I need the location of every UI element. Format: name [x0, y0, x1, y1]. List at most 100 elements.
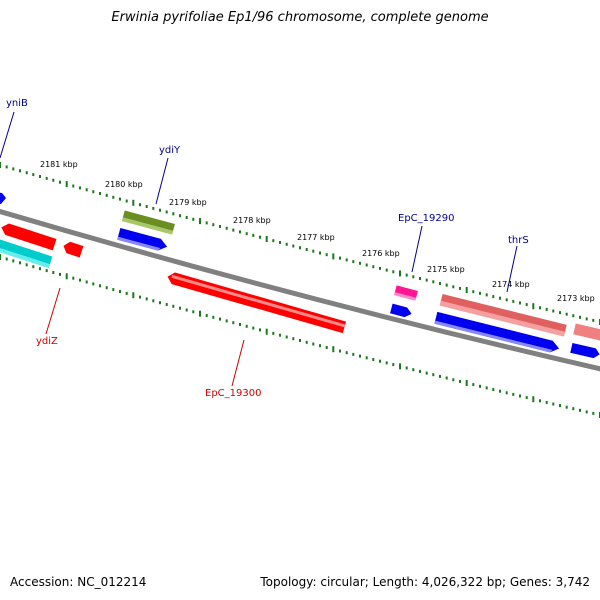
inner-minor-tick	[105, 286, 108, 290]
gene-label-ydiy: ydiY	[159, 145, 181, 156]
gene-blue-forward-2[interactable]	[390, 303, 413, 319]
outer-minor-tick	[179, 214, 181, 218]
outer-minor-tick	[192, 217, 195, 221]
outer-minor-tick	[272, 239, 275, 243]
outer-minor-tick	[205, 221, 208, 225]
outer-minor-tick	[145, 205, 148, 208]
inner-major-tick	[265, 328, 268, 335]
gene-epc19290-arrow[interactable]	[394, 285, 418, 301]
inner-minor-tick	[392, 363, 395, 367]
gene-blue-forward-3[interactable]	[434, 311, 560, 354]
gene-salmon-forward-2[interactable]	[573, 323, 600, 342]
gene-ynib-arrow[interactable]	[0, 192, 6, 204]
inner-minor-tick	[345, 351, 348, 355]
inner-minor-tick	[139, 295, 141, 299]
outer-minor-tick	[359, 261, 361, 265]
inner-minor-tick	[152, 299, 155, 303]
ruler-label-2173: 2173 kbp	[557, 294, 595, 303]
outer-minor-tick	[245, 232, 248, 236]
inner-minor-tick	[145, 297, 148, 301]
inner-minor-tick	[272, 331, 275, 335]
outer-minor-tick	[312, 249, 315, 253]
inner-minor-tick	[185, 308, 188, 312]
ruler-label-2181: 2181 kbp	[40, 160, 78, 169]
inner-minor-tick	[572, 407, 575, 411]
inner-minor-tick	[519, 394, 521, 398]
outer-minor-tick	[59, 180, 61, 184]
outer-minor-tick	[32, 173, 35, 177]
ruler-label-2179: 2179 kbp	[169, 198, 207, 207]
epc19300-leader	[231, 339, 245, 387]
outer-minor-tick	[279, 241, 281, 244]
outer-minor-tick	[405, 273, 408, 277]
gene-label-thrs: thrS	[508, 235, 529, 246]
ruler-label-2178: 2178 kbp	[233, 216, 271, 225]
outer-minor-tick	[572, 314, 575, 318]
inner-minor-tick	[579, 408, 581, 412]
map-title: Erwinia pyrifoliae Ep1/96 chromosome, co…	[111, 10, 489, 25]
inner-major-tick	[332, 346, 335, 353]
inner-minor-tick	[39, 267, 41, 271]
inner-minor-tick	[512, 392, 515, 396]
outer-minor-tick	[259, 235, 261, 239]
gene-ydiy-arrow[interactable]	[121, 210, 175, 235]
inner-minor-tick	[545, 400, 548, 404]
accession-label: Accession: NC_012214	[10, 575, 147, 589]
outer-major-tick	[465, 287, 468, 293]
outer-minor-tick	[519, 301, 521, 305]
inner-minor-tick	[279, 333, 281, 337]
outer-minor-tick	[592, 318, 595, 322]
outer-minor-tick	[432, 280, 435, 284]
inner-minor-tick	[299, 339, 301, 342]
outer-minor-tick	[445, 283, 448, 287]
outer-minor-tick	[345, 258, 348, 262]
outer-minor-tick	[485, 293, 488, 297]
inner-minor-tick	[339, 349, 341, 353]
gene-red-reverse-1[interactable]	[0, 222, 57, 251]
outer-minor-tick	[105, 193, 108, 197]
outer-minor-tick	[152, 206, 155, 210]
inner-minor-tick	[525, 396, 528, 400]
inner-major-tick	[65, 273, 68, 280]
outer-minor-tick	[559, 311, 561, 315]
outer-minor-tick	[212, 223, 215, 227]
gene-blue-forward-1[interactable]	[117, 227, 168, 253]
inner-minor-tick	[5, 257, 8, 261]
gene-blue-forward-4[interactable]	[570, 342, 600, 359]
outer-minor-tick	[479, 291, 481, 295]
outer-minor-tick	[52, 178, 55, 182]
inner-minor-tick	[12, 259, 15, 263]
outer-major-tick	[532, 303, 535, 310]
gene-red-reverse-2[interactable]	[62, 240, 84, 258]
inner-minor-tick	[439, 374, 441, 378]
outer-minor-tick	[292, 244, 295, 248]
gene-label-ydiz: ydiZ	[36, 336, 58, 347]
inner-minor-tick	[32, 265, 35, 269]
outer-minor-tick	[579, 315, 581, 319]
inner-minor-tick	[419, 369, 421, 373]
gene-epc19300-arrow[interactable]	[166, 271, 347, 334]
outer-minor-tick	[319, 251, 321, 255]
outer-minor-tick	[125, 199, 128, 203]
gene-ydiz-arrow[interactable]	[0, 237, 53, 268]
outer-minor-tick	[185, 216, 188, 219]
ruler-label-2176: 2176 kbp	[362, 249, 400, 258]
inner-minor-tick	[179, 306, 181, 310]
inner-minor-tick	[239, 323, 241, 326]
inner-minor-tick	[592, 411, 595, 415]
inner-major-tick	[532, 396, 535, 403]
inner-minor-tick	[352, 352, 355, 356]
inner-minor-tick	[165, 303, 168, 306]
inner-minor-tick	[325, 346, 328, 349]
outer-minor-tick	[85, 188, 88, 192]
inner-minor-tick	[85, 280, 88, 284]
outer-minor-tick	[539, 306, 541, 310]
inner-minor-tick	[192, 310, 195, 314]
outer-minor-tick	[339, 256, 341, 260]
inner-minor-tick	[25, 263, 28, 267]
inner-minor-tick	[412, 368, 415, 372]
inner-minor-tick	[219, 317, 221, 321]
ruler-label-2180: 2180 kbp	[105, 180, 143, 189]
gene-thrs-arrow[interactable]	[439, 293, 567, 337]
ruler-label-2174: 2174 kbp	[492, 280, 530, 289]
